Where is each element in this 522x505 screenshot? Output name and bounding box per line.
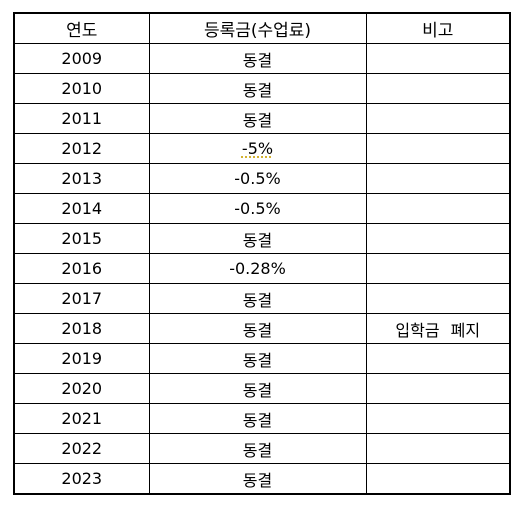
table-row: 2016 -0.28% bbox=[13, 253, 511, 284]
fee-cell: 동결 bbox=[148, 103, 367, 134]
fee-text: -0.5% bbox=[234, 199, 281, 218]
note-cell bbox=[365, 73, 511, 104]
year-cell: 2018 bbox=[13, 313, 150, 344]
note-cell bbox=[365, 223, 511, 254]
year-cell: 2010 bbox=[13, 73, 150, 104]
table-row: 2019 동결 bbox=[13, 343, 511, 374]
fee-text: 동결 bbox=[242, 110, 273, 130]
year-cell: 2015 bbox=[13, 223, 150, 254]
year-cell: 2013 bbox=[13, 163, 150, 194]
fee-text: -0.5% bbox=[234, 169, 281, 188]
table-row: 2022 동결 bbox=[13, 433, 511, 464]
fee-text: -5% bbox=[241, 139, 274, 158]
note-cell: 입학금 폐지 bbox=[365, 313, 511, 344]
note-cell bbox=[365, 163, 511, 194]
table-row: 2015 동결 bbox=[13, 223, 511, 254]
fee-text: 동결 bbox=[242, 290, 273, 310]
fee-text: 동결 bbox=[242, 410, 273, 430]
table-row: 2018 동결 입학금 폐지 bbox=[13, 313, 511, 344]
note-cell bbox=[365, 193, 511, 224]
note-cell bbox=[365, 373, 511, 404]
table-row: 2023 동결 bbox=[13, 463, 511, 495]
fee-cell: -0.5% bbox=[148, 163, 367, 194]
fee-cell: -0.28% bbox=[148, 253, 367, 284]
fee-cell: 동결 bbox=[148, 373, 367, 404]
header-cell: 연도 bbox=[13, 12, 150, 44]
table-row: 2020 동결 bbox=[13, 373, 511, 404]
year-cell: 2011 bbox=[13, 103, 150, 134]
table-row: 2014 -0.5% bbox=[13, 193, 511, 224]
note-cell bbox=[365, 253, 511, 284]
year-cell: 2014 bbox=[13, 193, 150, 224]
fee-cell: -0.5% bbox=[148, 193, 367, 224]
note-cell bbox=[365, 43, 511, 74]
table-row: 2012 -5% bbox=[13, 133, 511, 164]
table-body: 2009 동결 2010 동결 2011 동결 2012 -5% 2013 -0.5% 2014 -0… bbox=[13, 43, 511, 495]
note-cell bbox=[365, 283, 511, 314]
fee-text: 동결 bbox=[242, 320, 273, 340]
table-row: 2011 동결 bbox=[13, 103, 511, 134]
fee-cell: 동결 bbox=[148, 463, 367, 495]
fee-cell: 동결 bbox=[148, 313, 367, 344]
fee-text: -0.28% bbox=[229, 259, 286, 278]
note-cell bbox=[365, 403, 511, 434]
year-cell: 2017 bbox=[13, 283, 150, 314]
header-row: 연도 등록금(수업료) 비고 bbox=[13, 12, 511, 44]
fee-text: 동결 bbox=[242, 230, 273, 250]
fee-cell: -5% bbox=[148, 133, 367, 164]
table-row: 2021 동결 bbox=[13, 403, 511, 434]
year-cell: 2009 bbox=[13, 43, 150, 74]
fee-text: 동결 bbox=[242, 50, 273, 70]
fee-text: 동결 bbox=[242, 440, 273, 460]
fee-cell: 동결 bbox=[148, 343, 367, 374]
table-row: 2017 동결 bbox=[13, 283, 511, 314]
note-cell bbox=[365, 133, 511, 164]
fee-text: 동결 bbox=[242, 380, 273, 400]
year-cell: 2020 bbox=[13, 373, 150, 404]
header-cell: 비고 bbox=[365, 12, 511, 44]
fee-text: 동결 bbox=[242, 470, 273, 490]
table-row: 2009 동결 bbox=[13, 43, 511, 74]
note-cell bbox=[365, 463, 511, 495]
year-cell: 2016 bbox=[13, 253, 150, 284]
note-cell bbox=[365, 343, 511, 374]
year-cell: 2012 bbox=[13, 133, 150, 164]
header-cell: 등록금(수업료) bbox=[148, 12, 367, 44]
fee-cell: 동결 bbox=[148, 73, 367, 104]
year-cell: 2023 bbox=[13, 463, 150, 495]
fee-cell: 동결 bbox=[148, 223, 367, 254]
year-cell: 2019 bbox=[13, 343, 150, 374]
table-row: 2010 동결 bbox=[13, 73, 511, 104]
fee-cell: 동결 bbox=[148, 283, 367, 314]
note-cell bbox=[365, 433, 511, 464]
fee-cell: 동결 bbox=[148, 433, 367, 464]
tuition-table: 연도 등록금(수업료) 비고 2009 동결 2010 동결 2011 동결 2012 -5%… bbox=[13, 12, 511, 495]
note-cell bbox=[365, 103, 511, 134]
year-cell: 2021 bbox=[13, 403, 150, 434]
fee-cell: 동결 bbox=[148, 43, 367, 74]
table-row: 2013 -0.5% bbox=[13, 163, 511, 194]
fee-text: 동결 bbox=[242, 80, 273, 100]
year-cell: 2022 bbox=[13, 433, 150, 464]
fee-text: 동결 bbox=[242, 350, 273, 370]
fee-cell: 동결 bbox=[148, 403, 367, 434]
